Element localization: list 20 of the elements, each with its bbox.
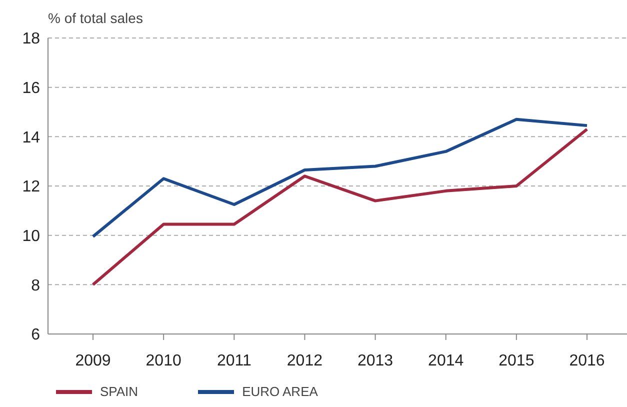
y-tick-label: 10 (22, 228, 40, 246)
y-tick-label: 12 (22, 178, 40, 196)
x-tick-label: 2016 (569, 352, 605, 370)
y-tick-label: 6 (31, 326, 40, 344)
x-tick-label: 2015 (498, 352, 534, 370)
x-tick-label: 2014 (428, 352, 464, 370)
y-tick-label: 8 (31, 277, 40, 294)
line-series (92, 118, 588, 238)
line-series (92, 128, 588, 286)
y-tick-label: 18 (22, 30, 40, 48)
x-tick-label: 2012 (286, 352, 323, 370)
x-tick-label: 2010 (146, 352, 182, 370)
y-axis-title: % of total sales (48, 10, 143, 26)
legend-label: SPAIN (100, 384, 138, 399)
legend-label: EURO AREA (242, 384, 318, 399)
x-tick-label: 2011 (216, 352, 252, 370)
y-tick-label: 16 (22, 80, 40, 98)
x-tick-label: 2009 (75, 352, 111, 370)
x-tick-label: 2013 (357, 352, 394, 370)
y-tick-label: 14 (22, 129, 40, 146)
